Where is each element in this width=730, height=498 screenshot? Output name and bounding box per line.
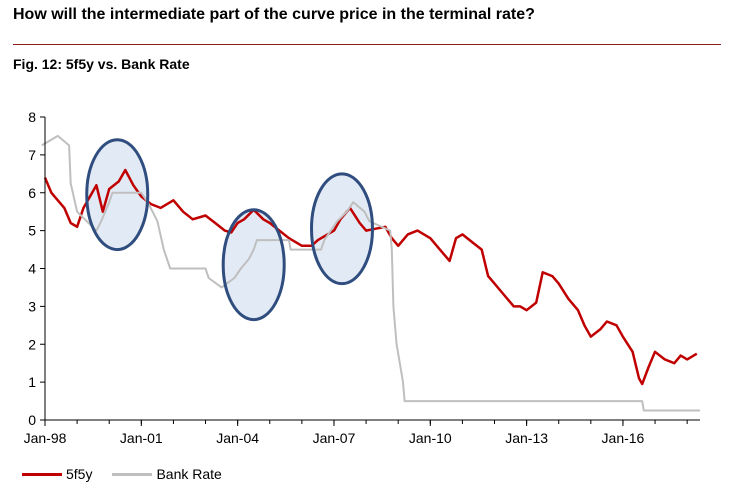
legend: 5f5y Bank Rate bbox=[22, 466, 242, 482]
headline: How will the intermediate part of the cu… bbox=[13, 6, 535, 23]
y-tick-label-2: 2 bbox=[28, 336, 36, 352]
y-tick-label-0: 0 bbox=[28, 412, 36, 428]
highlight-ellipse-outline-2 bbox=[221, 208, 286, 322]
axes-layer: 0 1 2 3 4 5 6 7 8 Jan-98 Jan-01 Jan-04 Jan-07 Jan-10 J… bbox=[24, 109, 700, 446]
x-tick-label-jan-04: Jan-04 bbox=[216, 430, 259, 446]
y-tick-label-8: 8 bbox=[28, 109, 36, 125]
series-layer bbox=[41, 134, 700, 412]
x-tick-label-jan-98: Jan-98 bbox=[24, 430, 67, 446]
x-tick-label-jan-07: Jan-07 bbox=[313, 430, 356, 446]
legend-label-bank-rate: Bank Rate bbox=[156, 466, 222, 482]
legend-swatch-bank-rate bbox=[112, 472, 153, 476]
y-tick-label-6: 6 bbox=[28, 185, 36, 201]
series-line-5f5y bbox=[43, 168, 698, 386]
legend-item-5f5y: 5f5y bbox=[22, 466, 92, 482]
title-divider bbox=[13, 44, 721, 45]
highlight-ellipse-fill-3 bbox=[311, 173, 373, 284]
figure-title: Fig. 12: 5f5y vs. Bank Rate bbox=[13, 56, 190, 72]
highlight-ellipse-outline-3 bbox=[309, 172, 375, 286]
legend-label-5f5y: 5f5y bbox=[66, 466, 93, 482]
x-tick-label-jan-13: Jan-13 bbox=[505, 430, 548, 446]
y-tick-label-5: 5 bbox=[28, 223, 36, 239]
y-tick-label-3: 3 bbox=[28, 298, 36, 314]
highlight-ellipse-fill-1 bbox=[86, 139, 148, 250]
legend-swatch-5f5y bbox=[22, 472, 62, 476]
y-tick-label-1: 1 bbox=[28, 374, 36, 390]
series-line-bank-rate bbox=[41, 134, 700, 412]
x-tick-label-jan-10: Jan-10 bbox=[409, 430, 452, 446]
x-tick-label-jan-16: Jan-16 bbox=[602, 430, 645, 446]
highlight-ellipse-fill-2 bbox=[223, 209, 285, 320]
y-tick-label-7: 7 bbox=[28, 147, 36, 163]
legend-item-bank-rate: Bank Rate bbox=[112, 466, 222, 482]
annotation-layer bbox=[86, 139, 373, 320]
highlight-ellipse-outline-1 bbox=[85, 138, 150, 252]
y-tick-label-4: 4 bbox=[28, 261, 36, 277]
x-tick-label-jan-01: Jan-01 bbox=[120, 430, 163, 446]
